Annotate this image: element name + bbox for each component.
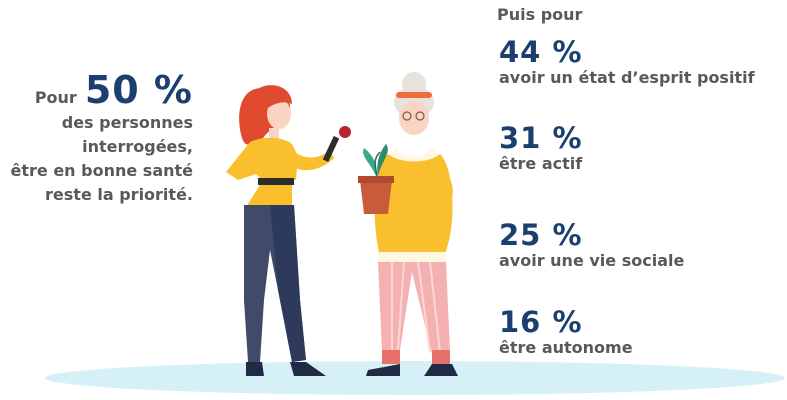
elderly-woman-figure	[358, 72, 458, 376]
ground-ellipse	[45, 361, 785, 395]
main-stat-line-1: des personnes	[61, 113, 193, 132]
stat-value: 31 %	[499, 121, 583, 155]
stat-label: avoir une vie sociale	[499, 251, 685, 270]
stat-item: 31 % être actif	[499, 122, 583, 174]
stat-value: 44 %	[499, 35, 583, 69]
stat-label: être autonome	[499, 338, 633, 357]
main-stat-line-2: interrogées,	[82, 137, 193, 156]
stat-item: 16 % être autonome	[499, 306, 633, 358]
main-stat-value: 50 %	[84, 68, 193, 112]
main-stat-prefix: Pour	[34, 88, 77, 107]
main-stat-block: Pour 50 % des personnes interrogées, êtr…	[3, 70, 193, 206]
secondary-stats-title: Puis pour	[497, 5, 583, 24]
stat-label: avoir un état d’esprit positif	[499, 68, 755, 87]
main-stat-line-3: être en bonne santé	[10, 161, 193, 180]
interviewer-figure	[226, 85, 351, 376]
stat-label: être actif	[499, 154, 583, 173]
main-stat-line-4: reste la priorité.	[45, 185, 193, 204]
stat-value: 25 %	[499, 218, 583, 252]
stat-value: 16 %	[499, 305, 583, 339]
stat-item: 25 % avoir une vie sociale	[499, 219, 684, 271]
main-stat-line: Pour 50 %	[3, 70, 193, 110]
stat-item: 44 % avoir un état d’esprit positif	[499, 36, 755, 88]
